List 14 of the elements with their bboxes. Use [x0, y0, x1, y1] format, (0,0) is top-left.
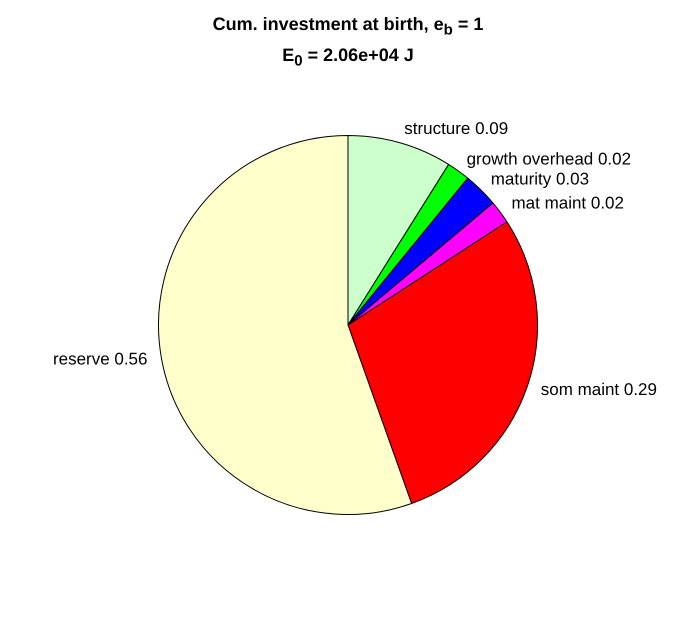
data-label: 0.02	[590, 194, 624, 213]
slice-label: structure	[404, 119, 476, 138]
data-label: 0.09	[475, 119, 508, 138]
slice-label: reserve	[52, 350, 114, 369]
chart-title: Cum. investment at birth, e$_{b}$ = 1	[212, 14, 484, 39]
slice-label: som maint	[540, 380, 624, 400]
data-label: 0.29	[624, 380, 657, 400]
data-label: 0.02	[598, 150, 632, 168]
data-label: 0.56	[114, 350, 148, 369]
chart-subtitle: E$_{0}$ = 2.06e+04 J	[281, 44, 415, 70]
slice-label: maturity	[490, 170, 556, 189]
data-label: 0.03	[556, 170, 590, 189]
slice-label: growth overhead	[466, 150, 598, 168]
slice-label: mat maint	[512, 194, 591, 213]
